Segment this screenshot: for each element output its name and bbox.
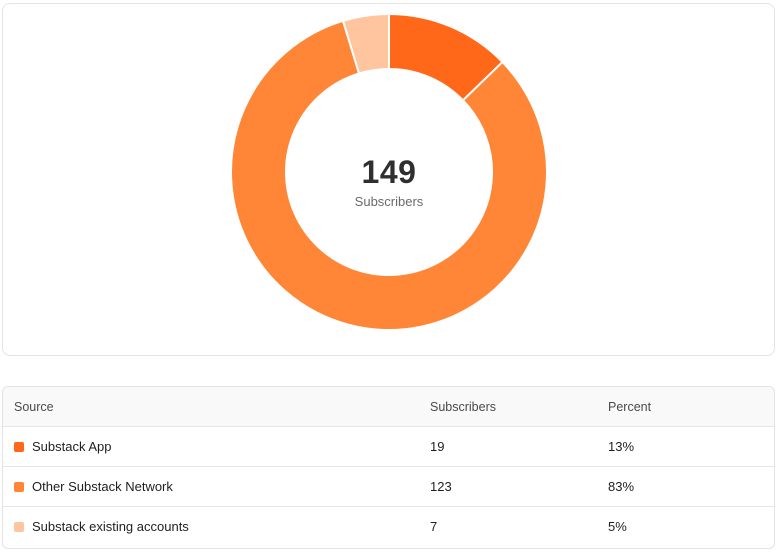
total-subscribers-value: 149 (361, 154, 417, 190)
header-subscribers[interactable]: Subscribers (430, 400, 496, 414)
donut-center-label: 149 Subscribers (289, 154, 489, 209)
table-header-row: Source Subscribers Percent (3, 387, 774, 427)
total-subscribers-caption: Subscribers (354, 194, 424, 209)
table-row[interactable]: Substack App 19 13% (3, 427, 774, 467)
source-cell: Substack App (14, 427, 112, 467)
sources-table: Source Subscribers Percent Substack App … (2, 386, 775, 549)
subscribers-cell: 7 (430, 519, 438, 534)
source-label: Other Substack Network (32, 479, 173, 494)
subscribers-cell: 19 (430, 439, 445, 454)
header-percent[interactable]: Percent (608, 400, 652, 414)
legend-swatch (14, 482, 24, 492)
percent-cell: 83% (608, 479, 635, 494)
donut-slice-other-substack-network[interactable] (230, 19, 548, 331)
percent-cell: 13% (608, 439, 635, 454)
legend-swatch (14, 522, 24, 532)
donut-slice-substack-existing-accounts[interactable] (341, 12, 390, 75)
table-row[interactable]: Substack existing accounts 7 5% (3, 507, 774, 547)
table-row[interactable]: Other Substack Network 123 83% (3, 467, 774, 507)
percent-cell: 5% (608, 519, 627, 534)
donut-chart (230, 12, 548, 331)
source-label: Substack App (32, 439, 112, 454)
chart-card: 149 Subscribers (2, 3, 775, 356)
subscribers-cell: 123 (430, 479, 452, 494)
source-cell: Other Substack Network (14, 467, 173, 507)
legend-swatch (14, 442, 24, 452)
source-cell: Substack existing accounts (14, 507, 189, 547)
source-label: Substack existing accounts (32, 519, 189, 534)
header-source[interactable]: Source (14, 400, 54, 414)
